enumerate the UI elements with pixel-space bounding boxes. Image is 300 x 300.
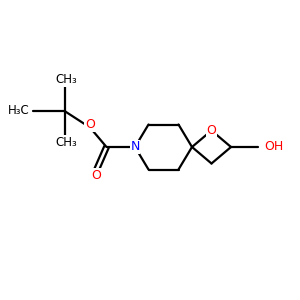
Text: O: O xyxy=(91,169,101,182)
Text: CH₃: CH₃ xyxy=(55,73,77,86)
Text: CH₃: CH₃ xyxy=(55,136,77,149)
Text: N: N xyxy=(130,140,140,154)
Text: O: O xyxy=(207,124,216,137)
Text: O: O xyxy=(85,118,95,131)
Text: OH: OH xyxy=(265,140,284,154)
Text: H₃C: H₃C xyxy=(8,104,30,118)
